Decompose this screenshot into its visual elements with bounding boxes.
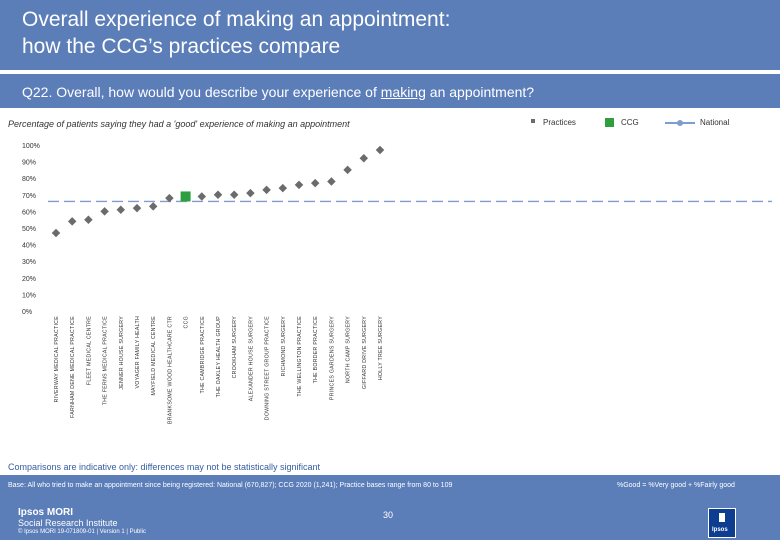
logo-mark-icon (719, 513, 725, 522)
y-tick-label: 50% (22, 226, 36, 233)
category-label: PRINCES GARDENS SURGERY (329, 316, 335, 400)
chart: 0% 10% 20% 30% 40% 50% 60% 70% 80% 90% 100% RIVERWA… (22, 143, 772, 424)
category-label: FARNHAM DENE MEDICAL PRACTICE (70, 316, 76, 418)
category-label: NORTH CAMP SURGERY (346, 316, 352, 383)
category-label: MAYFIELD MEDICAL CENTRE (151, 316, 157, 396)
question-text-after: an appointment? (425, 84, 535, 100)
practice-marker (116, 205, 126, 214)
practice-marker (84, 215, 93, 224)
question-text: Q22. Overall, how would you describe you… (22, 84, 534, 100)
y-tick-label: 70% (22, 193, 36, 200)
logo-text: Ipsos (712, 527, 728, 533)
legend-practices-label: Practices (543, 118, 576, 127)
y-tick-label: 90% (22, 160, 36, 167)
legend-national-label: National (700, 118, 730, 127)
category-label: HOLLY TREE SURGERY (378, 316, 384, 380)
practice-marker (375, 145, 385, 155)
footnote: Comparisons are indicative only: differe… (8, 462, 320, 472)
practice-marker (327, 177, 336, 186)
question-bar (0, 74, 780, 108)
category-label: THE BORDER PRACTICE (313, 316, 319, 384)
category-label: RICHMOND SURGERY (281, 316, 287, 377)
footer-bar (0, 476, 780, 540)
practice-marker (213, 190, 223, 200)
category-label: BRANKSOME WOOD HEALTHCARE CTR (167, 316, 173, 424)
category-label: CCG (184, 316, 190, 328)
y-tick-label: 100% (22, 143, 40, 150)
category-label: THE OAKLEY HEALTH GROUP (216, 316, 222, 398)
page-title: Overall experience of making an appointm… (22, 8, 451, 58)
practice-marker (310, 178, 320, 188)
practice-marker (278, 183, 288, 193)
legend-national-dot (677, 120, 683, 126)
ipsos-logo: Ipsos (708, 508, 736, 538)
practice-marker (148, 202, 158, 211)
practice-marker (246, 188, 255, 198)
practice-marker (51, 228, 61, 238)
base-text: Base: All who tried to make an appointme… (8, 482, 453, 489)
footer-rule (0, 475, 780, 476)
legend-ccg-swatch (605, 118, 614, 127)
category-label: VOYAGER FAMILY HEALTH (135, 316, 141, 389)
header-bar (0, 0, 780, 70)
category-label: THE CAMBRIDGE PRACTICE (200, 316, 206, 394)
y-tick-label: 60% (22, 209, 36, 216)
brand-name: Ipsos MORI (18, 507, 74, 518)
y-tick-label: 0% (22, 309, 32, 316)
page-number: 30 (383, 510, 394, 520)
y-tick-label: 10% (22, 292, 36, 299)
category-label: JENNER HOUSE SURGERY (119, 316, 125, 390)
practice-marker (229, 190, 239, 200)
brand-subtitle: Social Research Institute (18, 518, 118, 528)
good-definition: %Good = %Very good + %Fairly good (617, 482, 735, 489)
y-tick-label: 40% (22, 243, 36, 250)
practice-marker (262, 185, 271, 195)
ccg-marker (180, 191, 191, 202)
legend-ccg-label: CCG (621, 118, 639, 127)
practice-marker (165, 193, 174, 203)
practice-marker (359, 154, 369, 163)
practice-marker (197, 192, 207, 201)
copyright-text: © Ipsos MORI 19-071809-01 | Version 1 | … (18, 529, 146, 535)
category-label: GIFFARD DRIVE SURGERY (362, 316, 368, 389)
y-tick-label: 80% (22, 176, 36, 183)
chart-subtitle: Percentage of patients saying they had a… (8, 119, 350, 129)
category-label: DOWNING STREET GROUP PRACTICE (265, 316, 271, 420)
y-tick-label: 20% (22, 276, 36, 283)
category-label: ALEXANDER HOUSE SURGERY (248, 316, 254, 401)
practice-marker (132, 203, 142, 213)
question-text-before: Q22. Overall, how would you describe you… (22, 84, 381, 100)
category-label: RIVERWAY MEDICAL PRACTICE (54, 316, 60, 403)
practice-marker (294, 180, 304, 190)
category-label: CROOKHAM SURGERY (232, 316, 238, 379)
question-underlined: making (380, 84, 426, 100)
category-label: THE WELLINGTON PRACTICE (297, 316, 303, 397)
category-label: FLEET MEDICAL CENTRE (86, 316, 92, 385)
legend-practices-swatch (531, 119, 535, 123)
y-tick-label: 30% (22, 259, 36, 266)
practice-marker (343, 165, 352, 175)
category-label: THE FERNS MEDICAL PRACTICE (103, 316, 109, 405)
practice-marker (67, 217, 77, 226)
practice-marker (100, 207, 109, 216)
